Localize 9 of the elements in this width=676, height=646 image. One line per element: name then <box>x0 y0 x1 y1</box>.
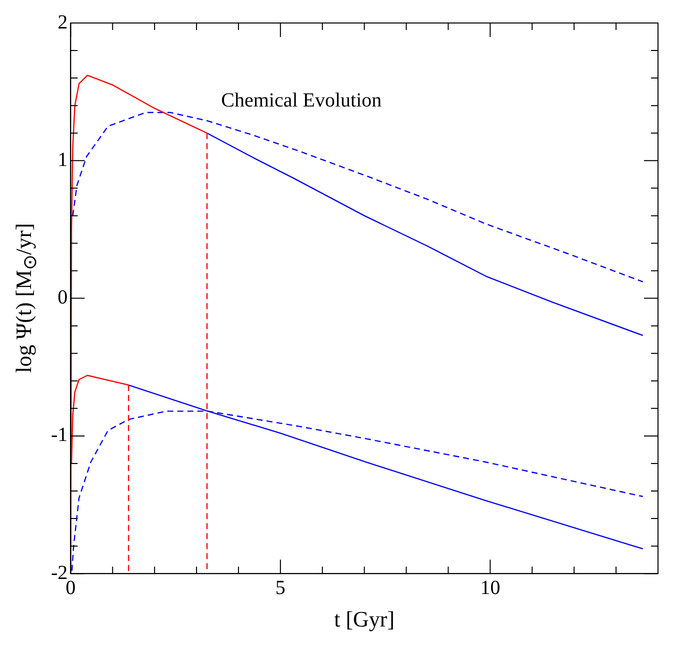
y-tick-label: 2 <box>58 11 68 34</box>
text: Chemical Evolution <box>221 89 382 112</box>
x-tick-label: 5 <box>275 576 286 599</box>
x-tick-label: 10 <box>480 576 500 599</box>
y-tick-label: 1 <box>58 148 68 171</box>
x-axis-title: t [Gyr] <box>334 606 395 632</box>
y-tick-label: 0 <box>58 286 68 309</box>
y-tick-label: -2 <box>50 562 68 584</box>
y-tick-label: -1 <box>50 424 68 446</box>
